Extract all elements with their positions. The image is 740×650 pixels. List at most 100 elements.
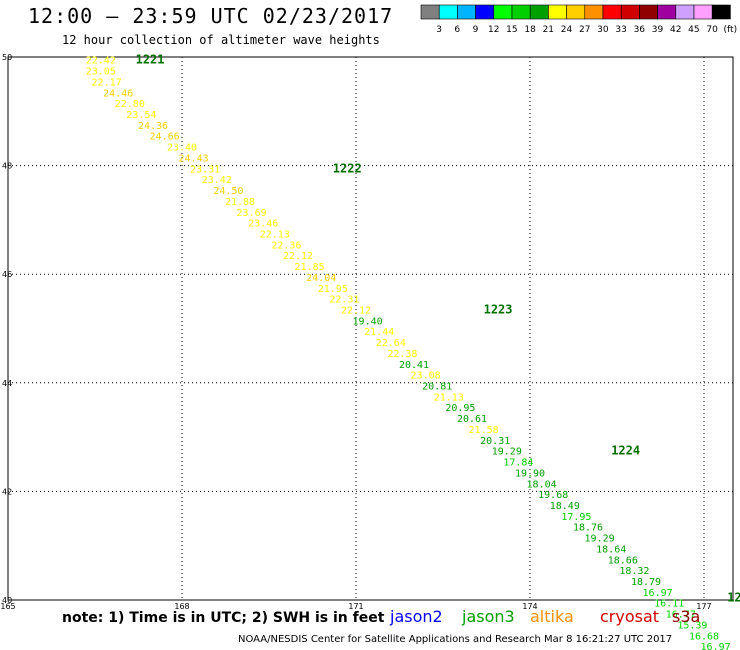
legend-swatch xyxy=(711,4,731,20)
x-tick-label: 171 xyxy=(348,602,363,611)
note-text: note: 1) Time is in UTC; 2) SWH is in fe… xyxy=(62,610,385,626)
legend-label: 42 xyxy=(670,25,681,35)
legend-label: 24 xyxy=(561,25,573,35)
swh-value-label: 22.12 xyxy=(341,305,371,316)
legend-label: 3 xyxy=(436,25,442,35)
legend-label: 12 xyxy=(488,25,499,35)
swh-value-label: 23.54 xyxy=(126,110,156,121)
swh-value-label: 18.76 xyxy=(573,523,603,534)
legend-label: 15 xyxy=(506,25,517,35)
swh-value-label: 21.13 xyxy=(434,392,464,403)
swh-value-label: 21.44 xyxy=(364,327,394,338)
legend-label: 27 xyxy=(579,25,590,35)
y-tick-label: 44 xyxy=(2,379,12,388)
swh-value-label: 20.95 xyxy=(445,403,475,414)
satellite-jason2: jason2 xyxy=(390,607,443,626)
x-tick-label: 165 xyxy=(0,602,15,611)
swh-value-label: 23.40 xyxy=(167,143,197,154)
swh-value-label: 19.29 xyxy=(585,534,615,545)
swh-value-label: 24.36 xyxy=(138,121,168,132)
legend-label: 18 xyxy=(524,25,536,35)
legend-label: 36 xyxy=(634,25,646,35)
swh-value-label: 18.32 xyxy=(619,566,649,577)
swh-value-label: 22.36 xyxy=(271,240,301,251)
swh-value-label: 18.66 xyxy=(608,555,638,566)
swh-value-label: 20.41 xyxy=(399,360,429,371)
satellite-altika: altika xyxy=(530,607,574,626)
time-label: 1223 xyxy=(484,302,513,316)
legend-label: 70 xyxy=(706,25,718,35)
swh-value-label: 16.97 xyxy=(643,588,673,599)
swh-value-label: 23.42 xyxy=(202,175,232,186)
swh-value-label: 22.64 xyxy=(376,338,406,349)
swh-value-label: 16.68 xyxy=(689,631,719,642)
swh-value-label: 21.58 xyxy=(469,425,499,436)
swh-value-label: 19.29 xyxy=(492,447,522,458)
swh-value-label: 24.43 xyxy=(179,153,209,164)
swh-value-label: 22.42 xyxy=(86,56,116,67)
y-tick-label: 50 xyxy=(2,53,12,62)
swh-value-label: 20.31 xyxy=(480,436,510,447)
swh-value-label: 16.77 xyxy=(666,610,696,621)
satellite-cryosat: cryosat xyxy=(600,607,660,626)
time-label: 1221 xyxy=(136,53,165,67)
y-tick-label: 46 xyxy=(2,270,12,279)
satellite-jason3: jason3 xyxy=(462,607,515,626)
swh-value-label: 19.90 xyxy=(515,468,545,479)
legend-label: 9 xyxy=(473,25,479,35)
swh-value-label: 21.85 xyxy=(295,262,325,273)
legend-label: (ft) xyxy=(724,25,738,35)
y-tick-label: 48 xyxy=(2,162,12,171)
color-scale-legend: 3 6 9 12 15 18 21 24 27 30 33 36 39 42 45 70 (ft) xyxy=(420,4,738,35)
swh-value-label: 22.17 xyxy=(92,77,122,88)
x-tick-label: 168 xyxy=(174,602,189,611)
y-tick-label: 40 xyxy=(2,596,12,605)
swh-value-label: 19.68 xyxy=(538,490,568,501)
swh-value-label: 24.50 xyxy=(213,186,243,197)
swh-value-label: 22.38 xyxy=(387,349,417,360)
x-tick-label: 177 xyxy=(696,602,711,611)
legend-label: 33 xyxy=(615,25,626,35)
footer-credit: NOAA/NESDIS Center for Satellite Applica… xyxy=(238,634,673,645)
legend-label: 21 xyxy=(543,25,554,35)
swh-value-label: 23.05 xyxy=(86,67,116,78)
swh-value-label: 15.39 xyxy=(677,620,707,631)
swh-value-label: 22.12 xyxy=(283,251,313,262)
swh-value-label: 22.80 xyxy=(115,99,145,110)
time-label: 1225 xyxy=(727,590,740,604)
swh-value-label: 24.46 xyxy=(103,88,133,99)
swh-value-label: 22.13 xyxy=(260,229,290,240)
legend-label: 30 xyxy=(597,25,609,35)
swh-value-label: 18.49 xyxy=(550,501,580,512)
swh-value-label: 17.95 xyxy=(561,512,591,523)
swh-value-label: 18.79 xyxy=(631,577,661,588)
swh-value-label: 21.95 xyxy=(318,284,348,295)
swh-value-label: 21.88 xyxy=(225,197,255,208)
legend-label: 45 xyxy=(688,25,699,35)
satellite-s3a: s3a xyxy=(672,607,701,626)
swh-value-label: 18.04 xyxy=(527,479,557,490)
legend-label: 39 xyxy=(652,25,664,35)
swh-value-label: 20.81 xyxy=(422,382,452,393)
swh-value-label: 18.64 xyxy=(596,544,626,555)
swh-value-label: 20.61 xyxy=(457,414,487,425)
time-label: 1222 xyxy=(333,161,362,175)
swh-value-label: 23.69 xyxy=(237,208,267,219)
swh-value-label: 23.46 xyxy=(248,219,278,230)
legend-label: 6 xyxy=(454,25,460,35)
swh-value-label: 17.84 xyxy=(503,458,533,469)
time-label: 1224 xyxy=(611,444,640,458)
y-tick-label: 42 xyxy=(2,487,12,496)
x-tick-label: 174 xyxy=(522,602,537,611)
swh-value-label: 23.08 xyxy=(411,371,441,382)
swh-value-label: 23.31 xyxy=(190,164,220,175)
swh-value-label: 16.11 xyxy=(654,599,684,610)
swh-value-label: 22.31 xyxy=(329,295,359,306)
swh-value-label: 24.04 xyxy=(306,273,336,284)
plot-frame xyxy=(7,56,734,601)
page-title: 12:00 – 23:59 UTC 02/23/2017 xyxy=(28,4,394,28)
swh-value-label: 16.97 xyxy=(701,642,731,650)
page-subtitle: 12 hour collection of altimeter wave hei… xyxy=(62,33,380,47)
swh-value-label: 24.66 xyxy=(150,132,180,143)
